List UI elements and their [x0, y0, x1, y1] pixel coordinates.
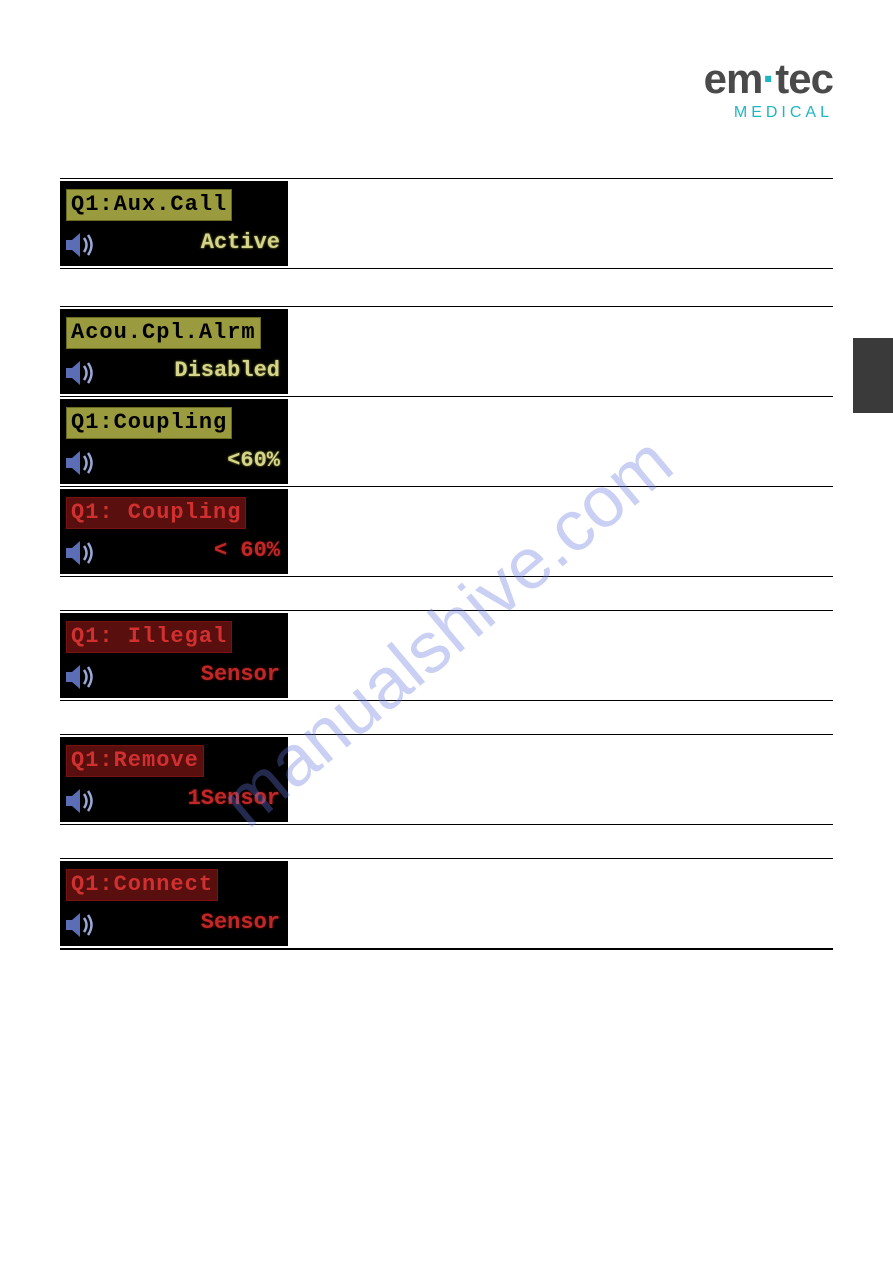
rule: [60, 948, 833, 950]
speaker-icon: [64, 358, 98, 388]
display-panel-illegal: Q1: Illegal Sensor: [60, 613, 288, 698]
display-panel-remove: Q1:Remove 1Sensor: [60, 737, 288, 822]
list-item: Q1:Aux.Call Active: [60, 178, 833, 269]
list-item: Q1:Connect Sensor: [60, 858, 833, 949]
speaker-icon: [64, 230, 98, 260]
list-item: Q1: Illegal Sensor: [60, 610, 833, 701]
list-item: Q1: Coupling < 60%: [60, 486, 833, 577]
panel-title: Q1: Illegal: [66, 621, 232, 653]
list-item: Q1:Coupling <60%: [60, 396, 833, 487]
panel-title: Q1:Connect: [66, 869, 218, 901]
logo-part1: em: [704, 55, 763, 102]
logo-part2: tec: [775, 55, 833, 102]
panel-title: Q1:Remove: [66, 745, 204, 777]
side-tab: [853, 338, 893, 413]
panel-status: Disabled: [174, 358, 280, 383]
logo-dot: ·: [762, 55, 775, 102]
panel-status: 1Sensor: [188, 786, 280, 811]
display-panel-aux-call: Q1:Aux.Call Active: [60, 181, 288, 266]
display-panel-coupling-red: Q1: Coupling < 60%: [60, 489, 288, 574]
panel-status: Sensor: [201, 662, 280, 687]
speaker-icon: [64, 786, 98, 816]
spacer: [60, 700, 833, 734]
spacer: [60, 576, 833, 610]
display-panel-connect: Q1:Connect Sensor: [60, 861, 288, 946]
panel-status: Sensor: [201, 910, 280, 935]
panel-status: Active: [201, 230, 280, 255]
brand-logo: em·tec MEDICAL: [704, 58, 833, 122]
speaker-icon: [64, 448, 98, 478]
panel-status: < 60%: [214, 538, 280, 563]
panel-title: Q1:Coupling: [66, 407, 232, 439]
list-item: Acou.Cpl.Alrm Disabled: [60, 306, 833, 397]
logo-text: em·tec: [704, 58, 833, 100]
list-item: Q1:Remove 1Sensor: [60, 734, 833, 825]
logo-subtext: MEDICAL: [704, 104, 833, 122]
spacer: [60, 824, 833, 858]
speaker-icon: [64, 538, 98, 568]
display-panel-acou-cpl-alrm: Acou.Cpl.Alrm Disabled: [60, 309, 288, 394]
speaker-icon: [64, 910, 98, 940]
speaker-icon: [64, 662, 98, 692]
display-panel-coupling-yellow: Q1:Coupling <60%: [60, 399, 288, 484]
document-content: Q1:Aux.Call Active Acou.Cpl.Alrm Disable…: [60, 178, 833, 949]
panel-title: Acou.Cpl.Alrm: [66, 317, 261, 349]
spacer: [60, 268, 833, 306]
panel-title: Q1: Coupling: [66, 497, 246, 529]
panel-title: Q1:Aux.Call: [66, 189, 232, 221]
panel-status: <60%: [227, 448, 280, 473]
